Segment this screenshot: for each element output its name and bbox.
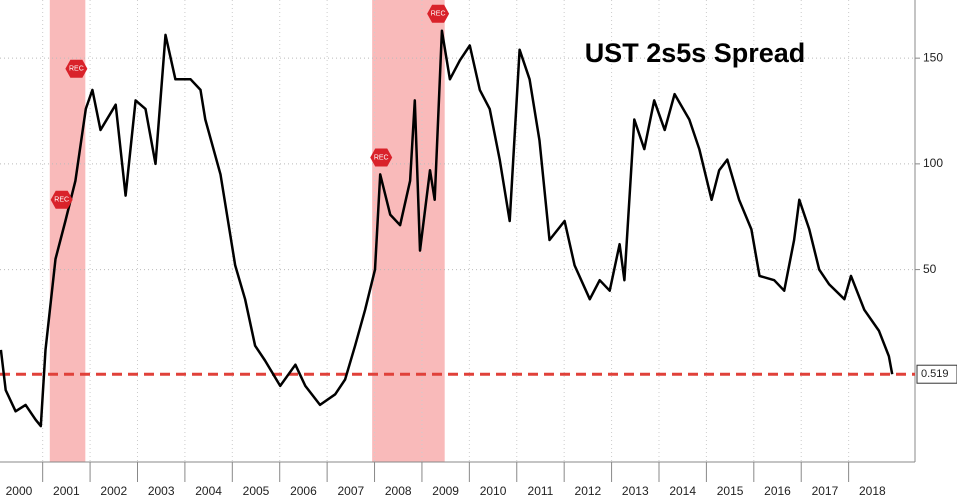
y-tick-label: 100 [923, 156, 943, 170]
rec-label: REC [374, 154, 389, 161]
chart-title: UST 2s5s Spread [585, 38, 806, 68]
rec-marker [50, 190, 73, 209]
last-value-tag [916, 364, 957, 384]
x-tick-label: 2018 [859, 484, 886, 498]
x-tick-label: 2001 [53, 484, 80, 498]
x-tick-label: 2009 [432, 484, 459, 498]
y-tick-label: 50 [923, 262, 937, 276]
x-tick-label: 2000 [6, 484, 33, 498]
x-tick-label: 2014 [669, 484, 696, 498]
rec-label: REC [54, 197, 69, 204]
rec-label: REC [431, 11, 446, 18]
x-tick-label: 2013 [622, 484, 649, 498]
x-tick-label: 2003 [148, 484, 175, 498]
x-tick-label: 2002 [100, 484, 127, 498]
x-tick-label: 2006 [290, 484, 317, 498]
x-tick-label: 2015 [717, 484, 744, 498]
rec-marker [65, 59, 88, 78]
x-tick-label: 2004 [195, 484, 222, 498]
y-tick-label: 150 [923, 50, 943, 64]
x-tick-label: 2016 [764, 484, 791, 498]
rec-label: REC [69, 66, 84, 73]
spread-line [0, 29, 894, 428]
x-tick-label: 2010 [480, 484, 507, 498]
x-tick-label: 2008 [385, 484, 412, 498]
x-tick-label: 2017 [812, 484, 839, 498]
x-tick-label: 2012 [575, 484, 602, 498]
x-tick-label: 2007 [337, 484, 364, 498]
rec-marker [370, 148, 393, 167]
x-tick-label: 2005 [243, 484, 270, 498]
x-tick-label: 2011 [528, 484, 554, 498]
recession-shade [372, 0, 445, 462]
last-value-label: 0.519 [921, 368, 949, 380]
rec-marker [427, 4, 450, 23]
